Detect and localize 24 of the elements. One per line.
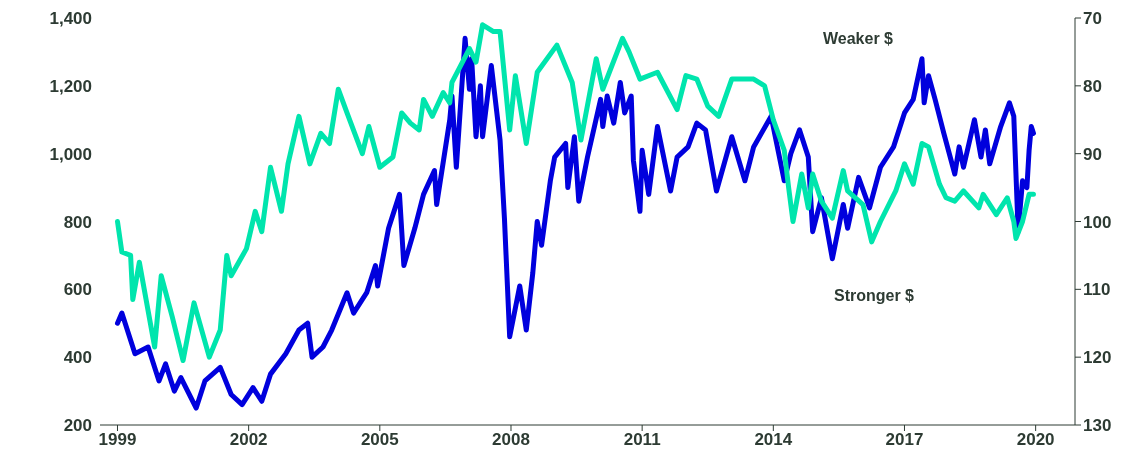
y2-tick-label: 130 <box>1083 416 1112 436</box>
x-tick-label: 2014 <box>754 430 793 450</box>
y-tick-label: 1,200 <box>49 76 92 96</box>
y-tick-label: 200 <box>63 416 92 436</box>
y2-tick-label: 70 <box>1083 9 1102 29</box>
y2-tick-label: 80 <box>1083 76 1102 96</box>
y2-tick-label: 100 <box>1083 212 1112 232</box>
y-tick-label: 400 <box>63 348 92 368</box>
x-tick-label: 2005 <box>360 430 399 450</box>
x-tick-label: 2020 <box>1016 430 1055 450</box>
x-tick-label: 2002 <box>229 430 268 450</box>
annotation: Weaker $ <box>823 30 893 48</box>
x-tick-label: 2017 <box>885 430 924 450</box>
y-tick-label: 600 <box>63 280 92 300</box>
y2-tick-label: 90 <box>1083 144 1102 164</box>
y-tick-label: 1,400 <box>49 9 92 29</box>
y-tick-label: 1,000 <box>49 144 92 164</box>
y2-tick-label: 110 <box>1083 280 1111 300</box>
y-tick-label: 800 <box>63 212 92 232</box>
x-tick-label: 1999 <box>98 430 137 450</box>
x-tick-label: 2008 <box>492 430 530 450</box>
y2-tick-label: 120 <box>1083 348 1112 368</box>
x-tick-label: 2011 <box>623 430 661 450</box>
annotation: Stronger $ <box>834 287 915 305</box>
